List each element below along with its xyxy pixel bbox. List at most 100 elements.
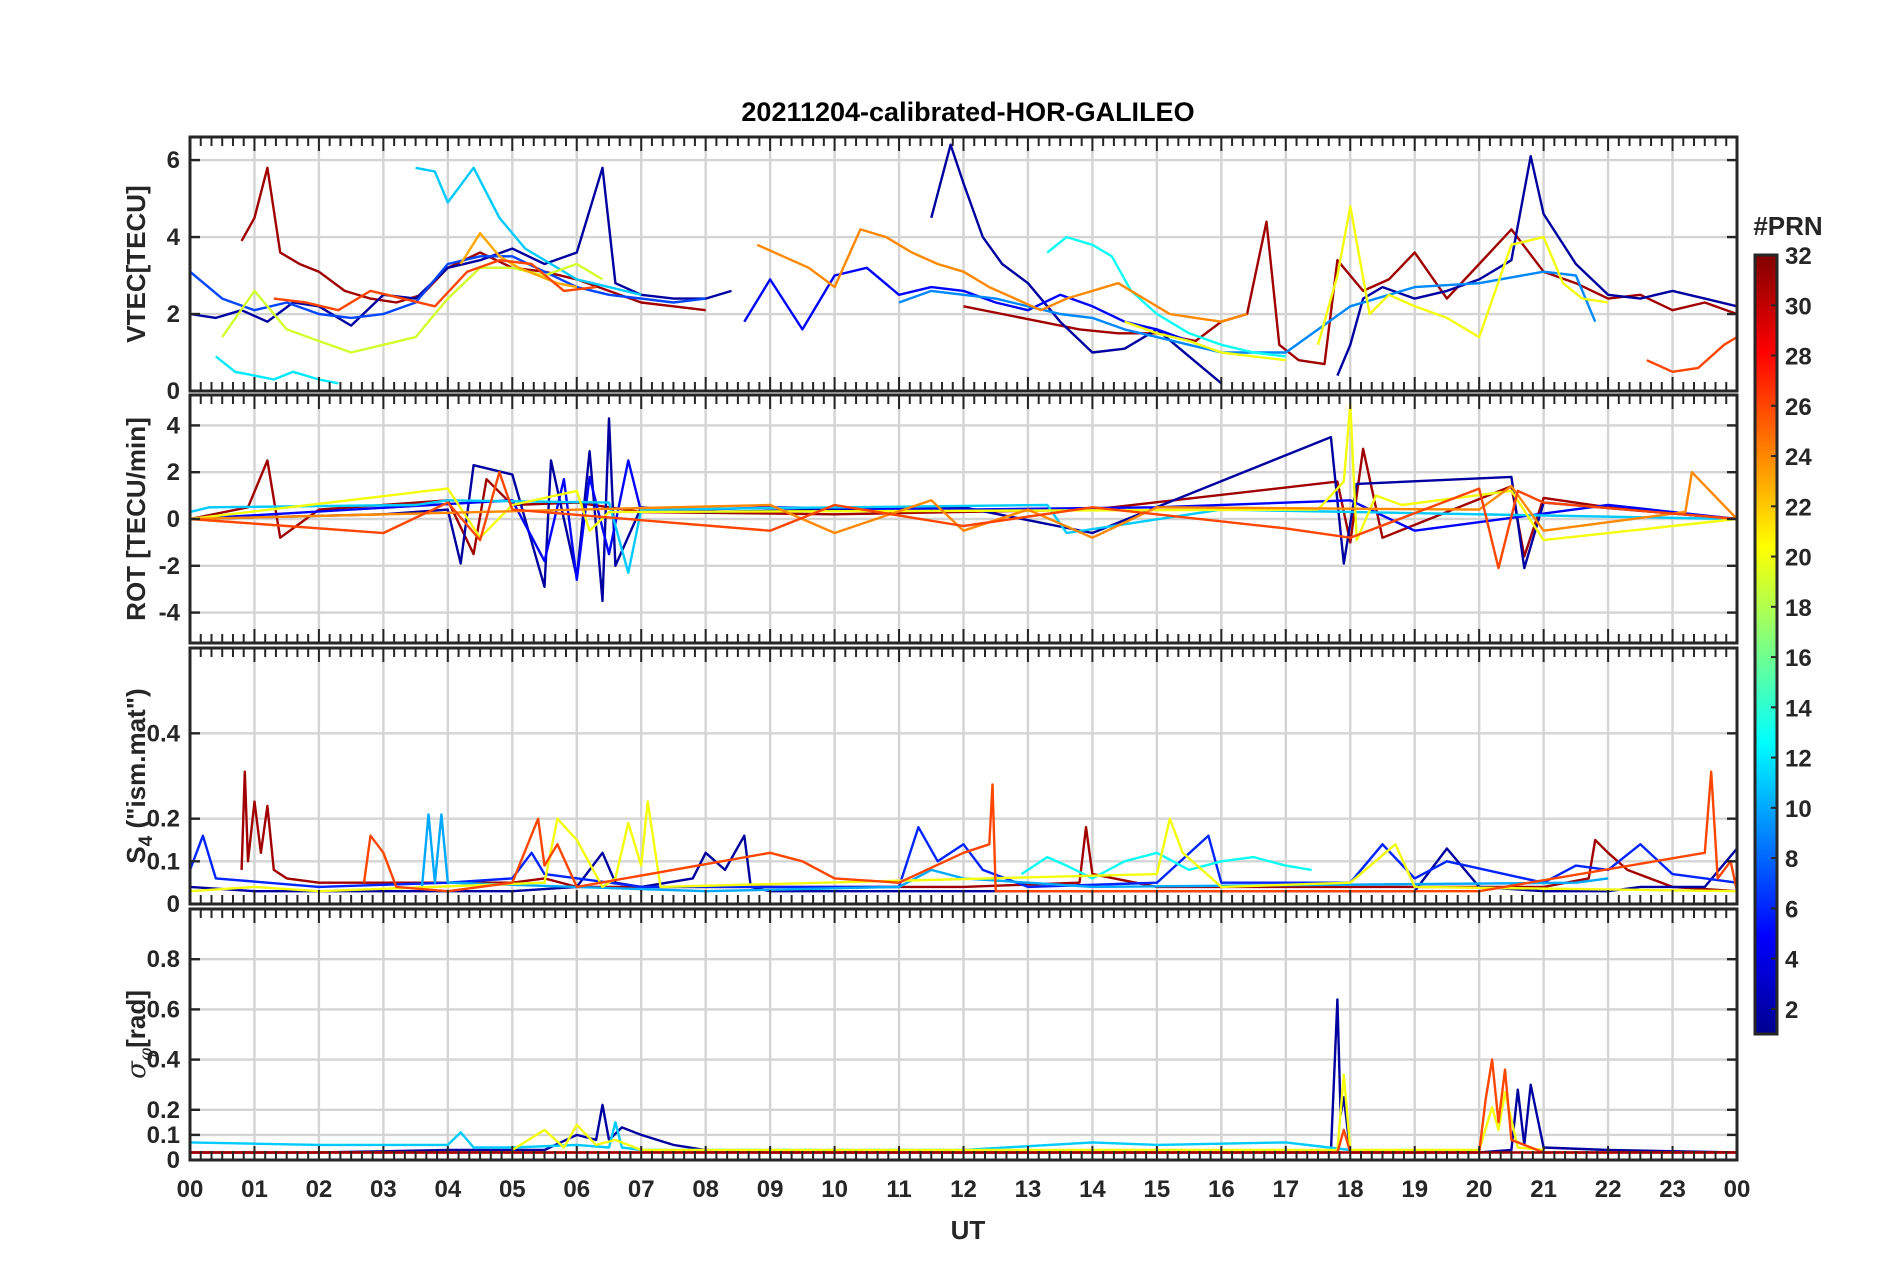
panel-sigma: 00.10.2 0.4 0.6 0.8 σφ[rad] — [121, 907, 1739, 1174]
colorbar-tick-label: 18 — [1785, 595, 1812, 622]
x-axis-ticks: 00 01 02 03 04 05 06 07 08 09 10 11 12 13 14 15 16 17 18 19… — [177, 1176, 1751, 1203]
chart-title: 20211204-calibrated-HOR-GALILEO — [741, 97, 1194, 127]
panel-vtec: 0 2 4 6 VTEC[TECU] — [121, 135, 1739, 405]
series-line-prn-13 — [1046, 235, 1286, 358]
y-tick-label: 4 — [167, 224, 181, 251]
y-tick-label: 0.4 — [147, 720, 181, 747]
series-line-prn-5 — [743, 266, 1190, 343]
colorbar-tick-label: 26 — [1785, 394, 1812, 421]
colorbar-tick-label: 8 — [1785, 846, 1798, 873]
s4-axes-frame — [188, 646, 1739, 906]
colorbar-tick-label: 16 — [1785, 645, 1812, 672]
series-line-prn-2 — [930, 143, 1223, 385]
x-tick-label: 04 — [434, 1176, 461, 1203]
y-tick-label: -4 — [159, 600, 181, 627]
x-tick-label: 00 — [177, 1176, 204, 1203]
sigma-ylabel-rest: [rad] — [121, 990, 151, 1048]
sigma-ylabel-sub: φ — [135, 1047, 157, 1061]
y-tick-label: 0.1 — [147, 848, 180, 875]
x-tick-label: 05 — [499, 1176, 526, 1203]
x-tick-label: 00 — [1724, 1176, 1751, 1203]
series-line-prn-20 — [511, 1073, 1544, 1152]
y-tick-label: 0 — [167, 891, 180, 918]
series-line-prn-13 — [1020, 851, 1312, 880]
sigma-gridlines — [188, 909, 1739, 1162]
sigma-axes-frame — [188, 907, 1739, 1162]
y-tick-label: 4 — [167, 412, 181, 439]
x-axis-label: UT — [951, 1215, 986, 1245]
x-tick-label: 07 — [628, 1176, 655, 1203]
y-tick-label: 0.4 — [147, 1047, 181, 1074]
y-tick-label: 0.8 — [147, 946, 180, 973]
series-line-prn-23 — [459, 231, 578, 289]
y-tick-label: 0 — [167, 1147, 180, 1174]
colorbar-gradient — [1753, 253, 1779, 1036]
series-line-prn-11 — [415, 166, 642, 296]
colorbar-tick-label: 32 — [1785, 243, 1812, 270]
y-tick-label: 0 — [167, 378, 180, 405]
colorbar-label: #PRN — [1753, 211, 1822, 241]
panel-rot: -4 -2 0 2 4 ROT [TECU/min] — [121, 393, 1739, 645]
x-tick-label: 06 — [563, 1176, 590, 1203]
x-tick-label: 23 — [1659, 1176, 1686, 1203]
series-line-prn-24 — [756, 228, 1248, 323]
vtec-axes-frame — [188, 135, 1739, 393]
x-tick-label: 12 — [950, 1176, 977, 1203]
vtec-ylabel: VTEC[TECU] — [121, 185, 151, 342]
colorbar-tick-label: 24 — [1785, 444, 1812, 471]
x-tick-label: 13 — [1015, 1176, 1042, 1203]
rot-y-axis: -4 -2 0 2 4 — [159, 412, 1737, 627]
x-tick-label: 22 — [1595, 1176, 1622, 1203]
x-tick-label: 01 — [241, 1176, 268, 1203]
y-tick-label: 0.6 — [147, 996, 180, 1023]
s4-ylabel-rest: ("ism.mat") — [121, 688, 151, 835]
s4-ylabel-main: S — [121, 846, 151, 863]
series-line-prn-20 — [1124, 320, 1286, 362]
y-tick-label: 0 — [167, 506, 180, 533]
colorbar-tick-label: 22 — [1785, 494, 1812, 521]
sigma-ylabel-main: σ — [122, 1060, 152, 1079]
x-tick-label: 19 — [1401, 1176, 1428, 1203]
x-tick-label: 08 — [692, 1176, 719, 1203]
x-tick-label: 17 — [1272, 1176, 1299, 1203]
rot-ylabel: ROT [TECU/min] — [121, 417, 151, 621]
series-line-prn-26 — [1646, 336, 1738, 373]
colorbar-tick-label: 14 — [1785, 695, 1812, 722]
series-line-prn-10 — [420, 813, 1609, 893]
y-tick-label: -2 — [159, 553, 180, 580]
series-line-prn-2 — [1336, 154, 1738, 377]
sigma-ylabel: σφ[rad] — [121, 990, 157, 1079]
y-tick-label: 0.1 — [147, 1122, 180, 1149]
s4-ylabel: S4 ("ism.mat") — [121, 688, 157, 863]
y-tick-label: 6 — [167, 147, 180, 174]
colorbar-tick-label: 10 — [1785, 796, 1812, 823]
x-tick-label: 09 — [757, 1176, 784, 1203]
x-tick-label: 20 — [1466, 1176, 1493, 1203]
colorbar-tick-label: 2 — [1785, 997, 1798, 1024]
rot-gridlines — [188, 395, 1739, 643]
sigma-y-axis: 00.10.2 0.4 0.6 0.8 — [147, 946, 1737, 1174]
y-tick-label: 2 — [167, 301, 180, 328]
series-line-prn-24 — [189, 471, 1738, 539]
series-line-prn-11 — [189, 1121, 1351, 1152]
series-line-prn-20 — [1316, 205, 1609, 346]
colorbar-tick-label: 30 — [1785, 293, 1812, 320]
x-tick-label: 18 — [1337, 1176, 1364, 1203]
series-line-prn-7 — [189, 255, 706, 320]
series-line-prn-31 — [240, 166, 706, 312]
series-line-prn-26 — [273, 259, 597, 312]
x-tick-label: 21 — [1530, 1176, 1557, 1203]
colorbar-tick-label: 20 — [1785, 545, 1812, 572]
series-line-prn-26 — [189, 471, 1738, 570]
x-tick-label: 02 — [306, 1176, 333, 1203]
series-line-prn-2 — [189, 417, 1738, 603]
y-tick-label: 2 — [167, 459, 180, 486]
x-tick-label: 11 — [886, 1176, 911, 1203]
colorbar-tick-label: 12 — [1785, 746, 1812, 773]
s4-ylabel-sub: 4 — [136, 835, 157, 846]
y-tick-label: 0.2 — [147, 1097, 180, 1124]
colorbar-tick-label: 28 — [1785, 344, 1812, 371]
x-tick-label: 15 — [1144, 1176, 1171, 1203]
